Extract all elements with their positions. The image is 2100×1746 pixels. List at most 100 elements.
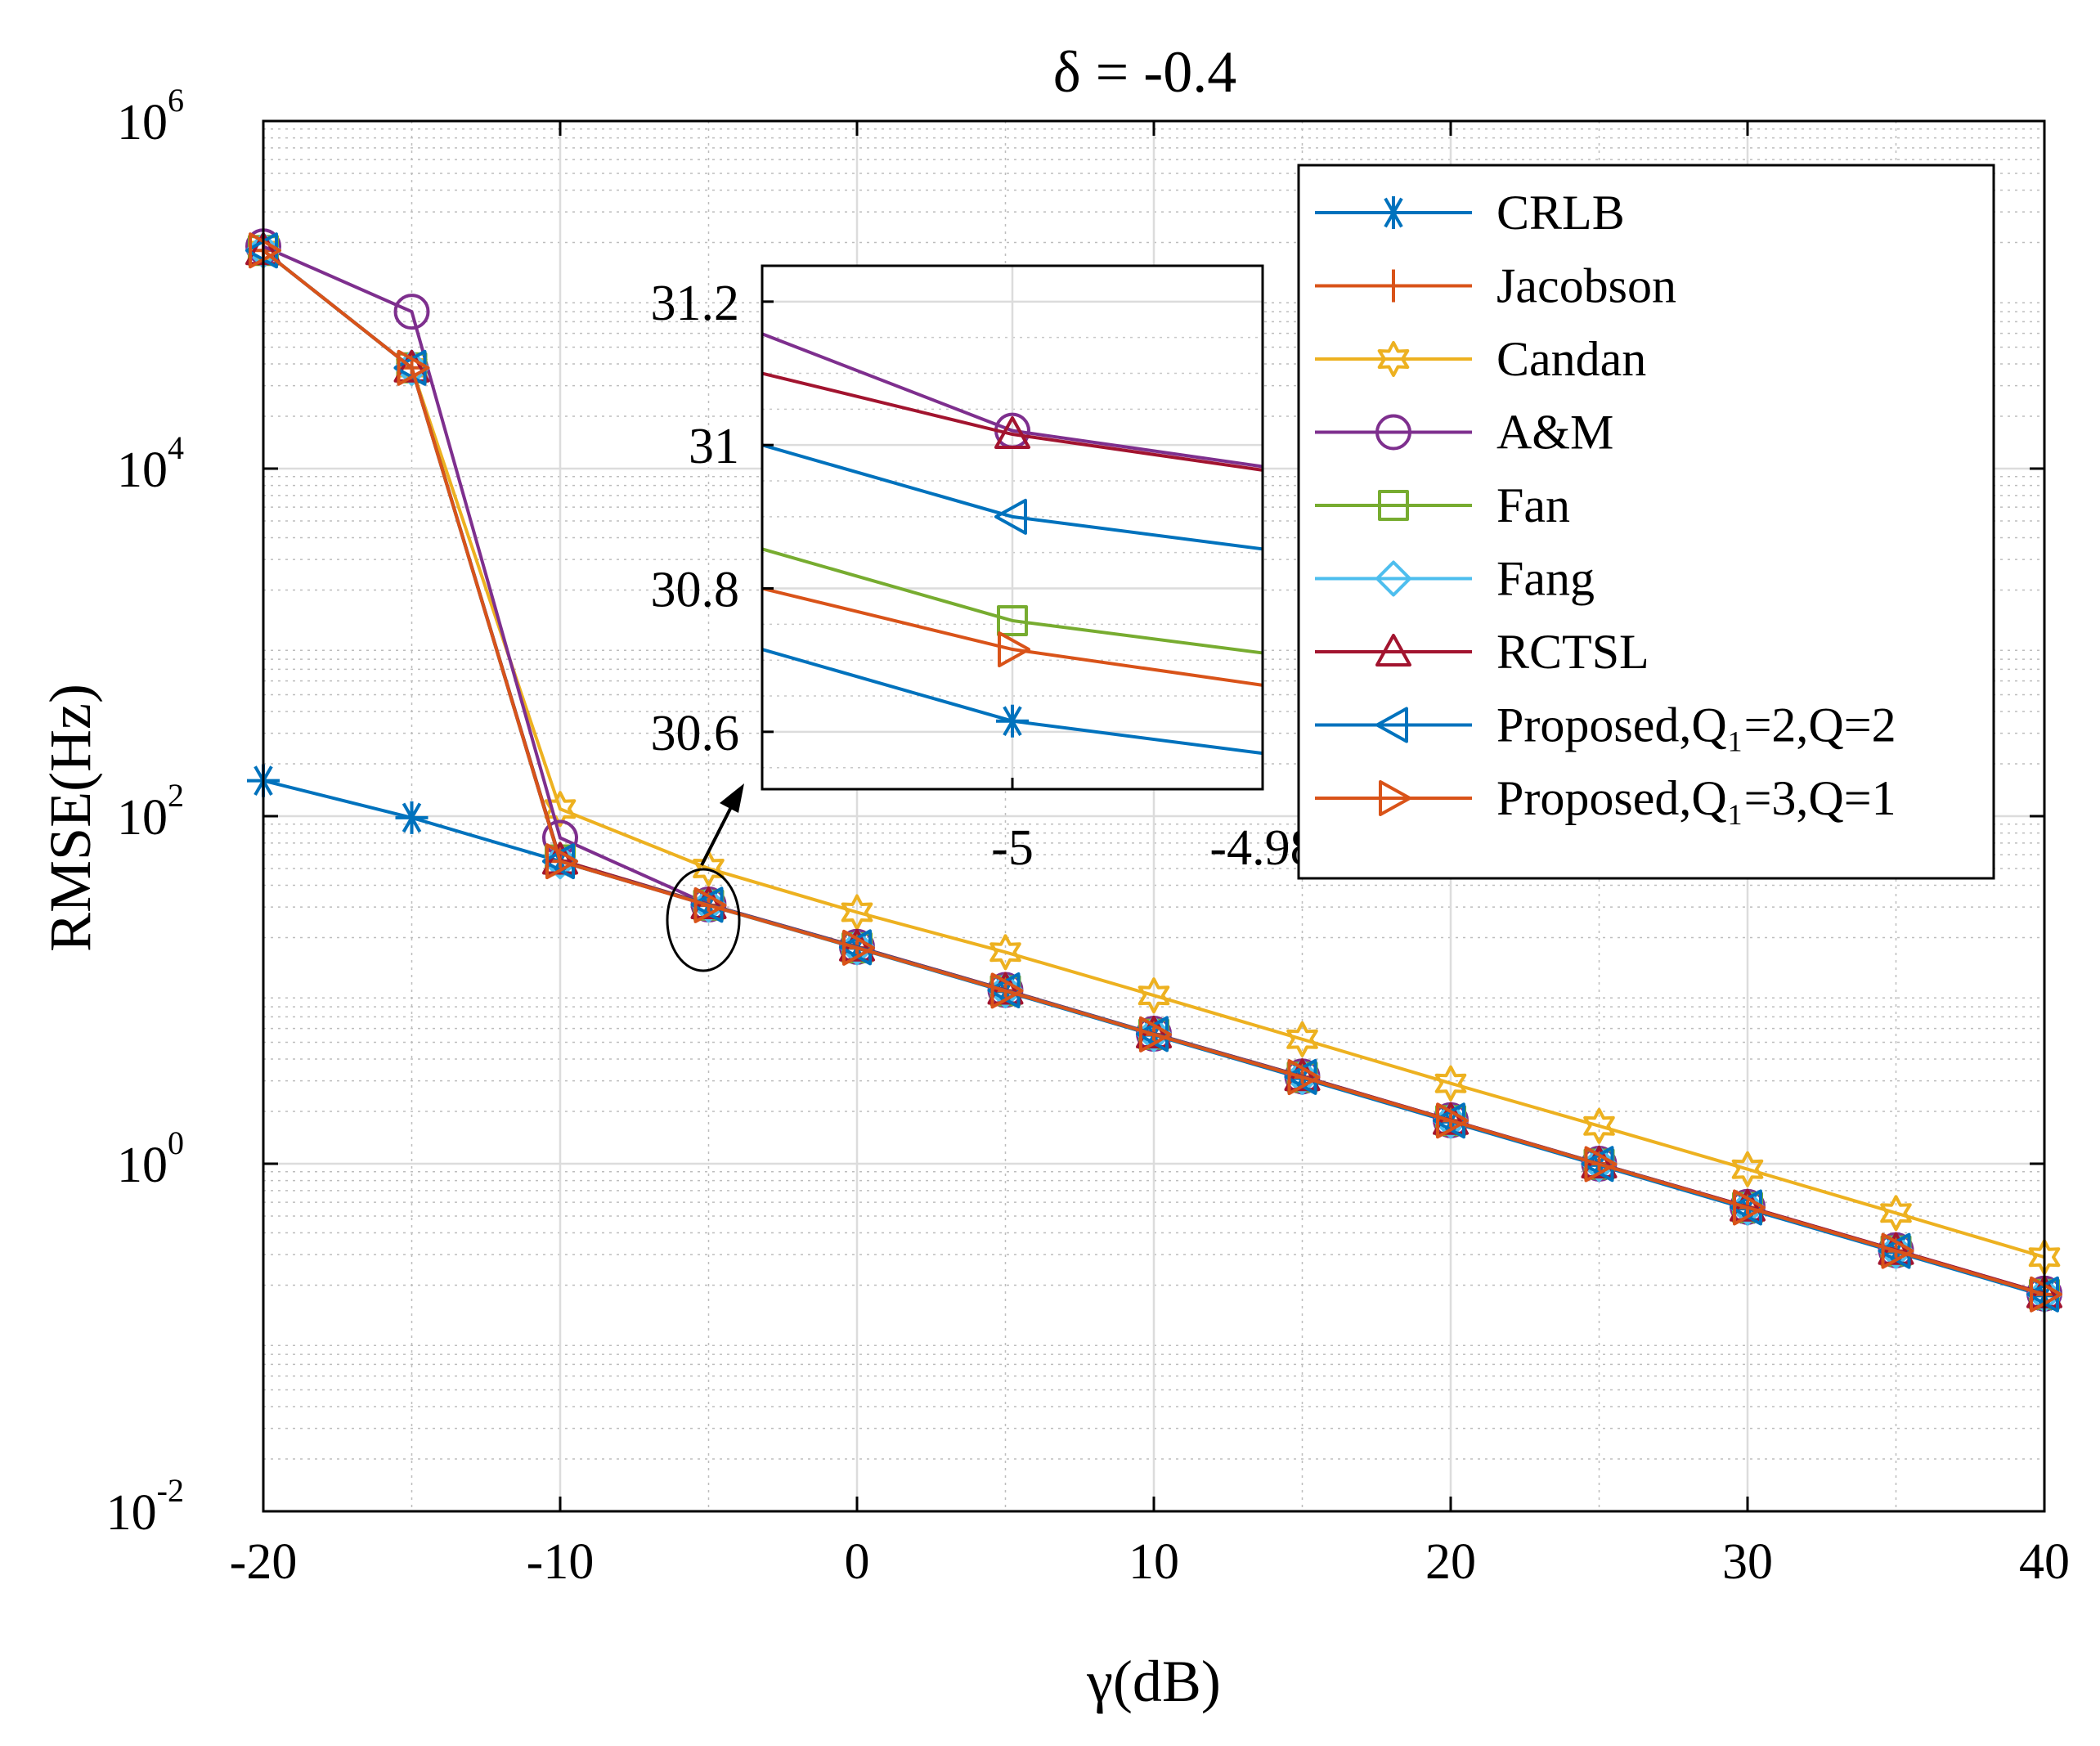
marker-triangle-right	[1584, 1146, 1618, 1183]
legend-label: Fang	[1496, 552, 1595, 606]
legend-box	[1297, 164, 1995, 880]
legend-item-candan: Candan	[1315, 332, 1646, 386]
chart-title: δ = -0.4	[1053, 39, 1237, 105]
marker-triangle-right	[842, 929, 875, 966]
main-series	[245, 228, 2062, 1313]
inset-line	[761, 586, 1263, 687]
marker-hexagram	[1880, 1195, 1912, 1232]
marker-triangle-right	[2030, 1276, 2062, 1313]
marker-diamond	[542, 843, 578, 880]
marker-diamond	[1375, 560, 1411, 597]
x-tick-label: 40	[2019, 1534, 2070, 1590]
marker-circle	[542, 819, 578, 856]
marker-triangle-right	[545, 843, 578, 880]
series-line	[262, 249, 2045, 1259]
marker-triangle-right	[397, 349, 430, 386]
marker-diamond	[1581, 1146, 1618, 1183]
marker-diamond	[839, 929, 875, 966]
inset-lines	[761, 332, 1263, 756]
legend-item-jacobson: Jacobson	[1315, 259, 1676, 313]
inset-series-line	[761, 586, 1263, 687]
marker-diamond	[393, 349, 430, 386]
legend-item-proposed-q-3-q-1: Proposed,Q₁=3,Q=1	[1315, 771, 1896, 825]
inset-line	[761, 547, 1263, 655]
y-tick-label: 106	[117, 82, 184, 150]
marker-triangle-up	[1375, 634, 1411, 667]
y-axis-label: RMSE(Hz)	[38, 684, 103, 952]
inset-y-tick-label: 30.6	[651, 706, 740, 761]
marker-triangle-left	[1375, 707, 1408, 743]
marker-hexagram	[693, 851, 725, 886]
series-candan	[247, 232, 2061, 1276]
legend-label: RCTSL	[1496, 625, 1649, 679]
inset-y-tick-label: 31.2	[651, 276, 740, 331]
y-tick-label: 102	[117, 777, 184, 846]
x-tick-label: -20	[230, 1534, 298, 1590]
inset-y-tick-label: 30.8	[651, 563, 740, 618]
inset-series-line	[761, 547, 1263, 655]
marker-triangle-up	[994, 416, 1030, 450]
marker-asterisk	[996, 704, 1029, 738]
marker-diamond	[690, 886, 727, 923]
marker-diamond	[1136, 1016, 1172, 1053]
marker-triangle-right	[998, 631, 1030, 668]
legend-label: A&M	[1496, 406, 1613, 460]
x-tick-label: 10	[1129, 1534, 1179, 1590]
marker-hexagram	[1731, 1151, 1764, 1187]
marker-triangle-right	[1287, 1059, 1321, 1096]
inset-series-line	[761, 371, 1263, 472]
inset-line	[761, 648, 1263, 756]
legend-item-a-m: A&M	[1315, 406, 1613, 460]
inset-series-line	[761, 443, 1263, 551]
zoom-ellipse	[666, 868, 741, 972]
marker-triangle-right	[249, 232, 281, 269]
axis-ticks: -20 -10 0 10 20 30 40 10-2 100 102 104 106	[106, 82, 2070, 1590]
series-proposed-q-3-q-1	[249, 232, 2062, 1313]
y-tick-label: 100	[117, 1124, 184, 1193]
legend-label: Candan	[1496, 332, 1646, 386]
marker-triangle-right	[1139, 1016, 1172, 1053]
marker-hexagram	[1434, 1065, 1467, 1102]
marker-triangle-right	[1733, 1189, 1766, 1226]
marker-hexagram	[1583, 1107, 1615, 1144]
x-axis-label: γ(dB)	[1086, 1649, 1221, 1714]
zoom-arrow-head	[720, 783, 744, 813]
legend-label: Jacobson	[1496, 259, 1676, 313]
legend-item-fan: Fan	[1315, 478, 1570, 532]
legend-label: Proposed,Q₁=3,Q=1	[1496, 771, 1896, 825]
legend-item-proposed-q-2-q-2: Proposed,Q₁=2,Q=2	[1315, 698, 1896, 752]
marker-circle	[1375, 414, 1411, 451]
inset-line	[761, 443, 1263, 551]
legend: CRLB Jacobson Candan A&M Fan Fang RCTSL Propose…	[1297, 164, 1995, 880]
x-tick-label: -10	[527, 1534, 595, 1590]
marker-diamond	[1284, 1058, 1321, 1095]
marker-triangle-right	[990, 972, 1024, 1009]
x-tick-label: 20	[1425, 1534, 1476, 1590]
marker-asterisk	[1377, 196, 1410, 229]
inset-y-tick-label: 31	[689, 419, 739, 474]
legend-item-rctsl: RCTSL	[1315, 625, 1649, 679]
marker-hexagram	[989, 934, 1021, 971]
marker-triangle-right	[693, 886, 727, 923]
inset-x-tick-label: -5	[991, 820, 1034, 876]
x-tick-label: 0	[845, 1534, 870, 1590]
zoom-annotation	[666, 783, 744, 972]
marker-asterisk	[395, 801, 429, 834]
y-tick-label: 10-2	[106, 1472, 184, 1541]
legend-items: CRLB Jacobson Candan A&M Fan Fang RCTSL Propose…	[1315, 186, 1896, 825]
series-line	[262, 249, 2045, 1296]
marker-triangle-right	[1881, 1232, 1914, 1269]
marker-square	[997, 604, 1028, 636]
marker-hexagram	[544, 791, 577, 828]
marker-triangle-right	[1436, 1102, 1469, 1139]
marker-hexagram	[1377, 341, 1410, 377]
marker-hexagram	[1286, 1021, 1318, 1057]
legend-item-crlb: CRLB	[1315, 186, 1625, 240]
y-tick-label: 104	[117, 429, 184, 498]
zoom-arrow-shaft	[700, 805, 734, 866]
marker-square	[1378, 490, 1409, 521]
inset-line	[761, 371, 1263, 472]
